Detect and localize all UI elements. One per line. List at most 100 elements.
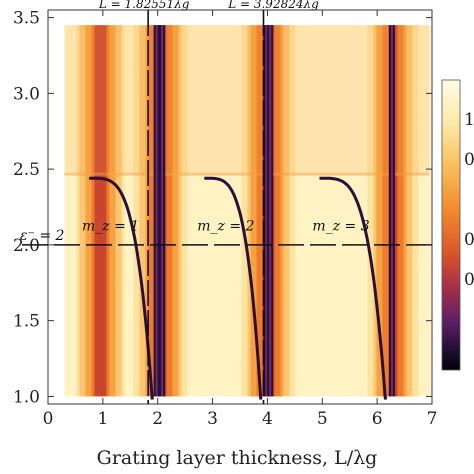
heatmap-column xyxy=(250,25,254,397)
heatmap-column xyxy=(424,25,428,397)
heatmap-column xyxy=(229,25,233,397)
heatmap-column xyxy=(298,25,302,397)
heatmap-column xyxy=(349,25,353,397)
heatmap-column xyxy=(106,25,110,397)
heatmap-column xyxy=(112,25,116,397)
heatmap-column xyxy=(118,25,122,397)
heatmap-column xyxy=(310,25,314,397)
heatmap-column xyxy=(400,25,404,397)
heatmap-column xyxy=(73,25,77,397)
heatmap-column xyxy=(370,25,374,397)
heatmap-column xyxy=(169,25,173,397)
x-tick-label: 2 xyxy=(152,409,163,429)
heatmap xyxy=(64,25,431,400)
heatmap-column xyxy=(328,25,332,397)
heatmap-column xyxy=(379,25,383,397)
heatmap-column xyxy=(382,25,386,397)
heatmap-column xyxy=(166,25,170,397)
heatmap-column xyxy=(313,25,317,397)
mode-label-2: m_z = 2 xyxy=(197,219,254,235)
mode-label-1: m_z = 1 xyxy=(82,219,139,235)
heatmap-column xyxy=(364,25,368,397)
heatmap-column xyxy=(190,25,194,397)
heatmap-column xyxy=(361,25,365,397)
heatmap-column xyxy=(277,25,281,397)
heatmap-column xyxy=(340,25,344,397)
heatmap-column xyxy=(121,25,125,397)
heatmap-column xyxy=(280,25,284,397)
heatmap-column xyxy=(301,25,305,397)
mode-branch-3 xyxy=(319,176,387,400)
heatmap-column xyxy=(94,25,98,397)
heatmap-column xyxy=(85,25,89,397)
colorbar: 1 0 0 0 xyxy=(441,79,474,371)
y-axis: 1.0 1.5 2.0 2.5 3.0 3.5 xyxy=(13,9,432,407)
heatmap-column xyxy=(109,25,113,397)
heatmap-upper-band xyxy=(64,25,430,174)
heatmap-column xyxy=(256,25,260,397)
heatmap-column xyxy=(322,25,326,397)
heatmap-column xyxy=(337,25,341,397)
heatmap-column xyxy=(214,25,218,397)
heatmap-column xyxy=(253,25,257,397)
mode-branch-1 xyxy=(89,176,154,400)
heatmap-column xyxy=(133,25,137,397)
heatmap-column xyxy=(244,25,248,397)
resonance-core xyxy=(161,25,164,397)
y-tick-label: 3.0 xyxy=(13,84,40,104)
heatmap-column xyxy=(67,25,71,397)
heatmap-column xyxy=(130,25,134,397)
heatmap-column xyxy=(181,25,185,397)
y-tick-label: 3.5 xyxy=(13,9,40,29)
heatmap-column xyxy=(319,25,323,397)
heatmap-column xyxy=(124,25,128,397)
heatmap-column xyxy=(406,25,410,397)
heatmap-column xyxy=(325,25,329,397)
vertical-line-label-1: L = 1.82551λg xyxy=(98,0,190,11)
x-tick-label: 7 xyxy=(427,409,438,429)
heatmap-column xyxy=(208,25,212,397)
heatmap-column xyxy=(151,25,155,397)
heatmap-column xyxy=(97,25,101,397)
heatmap-column xyxy=(88,25,92,397)
heatmap-column xyxy=(100,25,104,397)
heatmap-column xyxy=(427,25,431,397)
x-axis-title: Grating layer thickness, L/λg xyxy=(97,447,378,469)
heatmap-column xyxy=(205,25,209,397)
heatmap-column xyxy=(346,25,350,397)
heatmap-column xyxy=(64,25,68,397)
heatmap-column xyxy=(307,25,311,397)
colorbar-label: 0 xyxy=(464,270,474,290)
heatmap-column xyxy=(367,25,371,397)
x-axis: 0 1 2 3 4 5 6 7 xyxy=(43,10,438,429)
heatmap-column xyxy=(283,25,287,397)
resonance-core xyxy=(155,25,158,397)
colorbar-label: 1 xyxy=(464,110,474,130)
heatmap-column xyxy=(220,25,224,397)
y-tick-label: 1.0 xyxy=(13,387,40,407)
colorbar-label: 0 xyxy=(464,230,474,250)
mode-label-3: m_z = 3 xyxy=(312,219,369,235)
heatmap-column xyxy=(211,25,215,397)
heatmap-column xyxy=(421,25,425,397)
heatmap-column xyxy=(412,25,416,397)
vertical-line-label-2: L = 3.92824λg xyxy=(227,0,319,11)
y-tick-label: 2.5 xyxy=(13,160,40,180)
heatmap-column xyxy=(76,25,80,397)
heatmap-column xyxy=(355,25,359,397)
heatmap-column xyxy=(175,25,179,397)
heatmap-column xyxy=(172,25,176,397)
heatmap-column xyxy=(142,25,146,397)
heatmap-column xyxy=(187,25,191,397)
x-tick-label: 4 xyxy=(262,409,273,429)
heatmap-column xyxy=(259,25,263,397)
annotations: L = 1.82551λg L = 3.92824λg ε⁻ = 2 m_z = 1 m… xyxy=(20,0,370,244)
heatmap-column xyxy=(148,25,152,397)
heatmap-column xyxy=(334,25,338,397)
y-tick-label: 1.5 xyxy=(13,312,40,332)
x-tick-label: 5 xyxy=(317,409,328,429)
heatmap-column xyxy=(178,25,182,397)
heatmap-column xyxy=(139,25,143,397)
heatmap-column xyxy=(397,25,401,397)
